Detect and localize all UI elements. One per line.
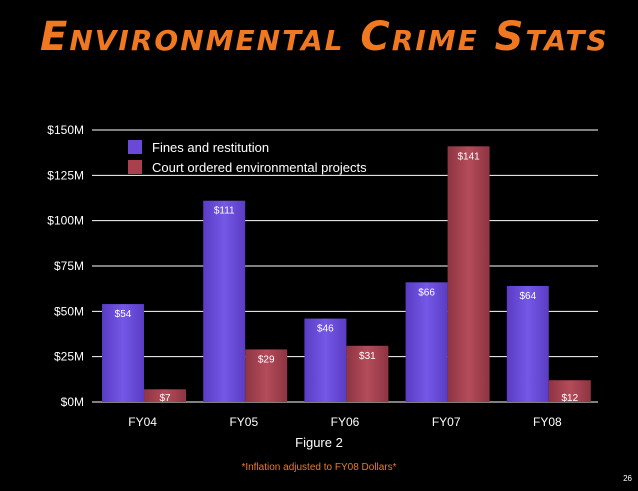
bar-projects-fy05 [245,349,288,402]
x-tick-label: FY06 [331,415,360,429]
bar-fines-fy04 [102,304,144,402]
bar-projects-fy07 [447,146,490,402]
bar-fines-fy07 [405,282,448,402]
data-labels: $54 $7 $111 $29 $46 $31 $66 $141 $64 $12 [115,151,579,404]
y-tick-label: $150M [47,123,84,137]
bar-projects-fy06 [346,345,389,402]
page-number: 26 [623,474,632,483]
x-tick-label: FY05 [229,415,258,429]
data-label: $7 [159,393,171,404]
figure-caption: Figure 2 [295,435,343,450]
bar-fines-fy05 [203,200,246,402]
data-label: $111 [214,206,235,217]
legend-label: Court ordered environmental projects [152,160,367,175]
y-tick-label: $0M [61,395,84,409]
legend-swatch [128,140,142,154]
y-tick-label: $100M [47,214,84,228]
y-tick-label: $75M [54,259,84,273]
y-tick-label: $50M [54,304,84,318]
data-label: $12 [561,393,578,404]
x-tick-label: FY07 [432,415,461,429]
data-label: $29 [258,354,275,365]
legend-swatch [128,160,142,174]
legend-label: Fines and restitution [152,140,269,155]
data-label: $31 [359,351,376,362]
data-label: $64 [519,291,536,302]
bars [102,146,591,402]
axis-ticks: $0M $25M $50M $75M $100M $125M $150M FY04 FY05 FY… [47,123,562,429]
data-label: $46 [317,324,334,335]
slide-title: Environmental Crime Stats [40,14,609,60]
x-tick-label: FY08 [533,415,562,429]
bar-fines-fy06 [304,318,347,402]
bar-fines-fy08 [506,285,549,402]
data-label: $141 [457,151,480,162]
bar-projects-fy08 [548,380,591,402]
data-label: $66 [418,287,435,298]
footnote: *Inflation adjusted to FY08 Dollars* [241,462,397,473]
y-tick-label: $25M [54,350,84,364]
x-tick-label: FY04 [128,415,157,429]
data-label: $54 [115,309,132,320]
legend: Fines and restitution Court ordered envir… [128,140,367,175]
y-tick-label: $125M [47,168,84,182]
bar-projects-fy04 [144,389,186,402]
